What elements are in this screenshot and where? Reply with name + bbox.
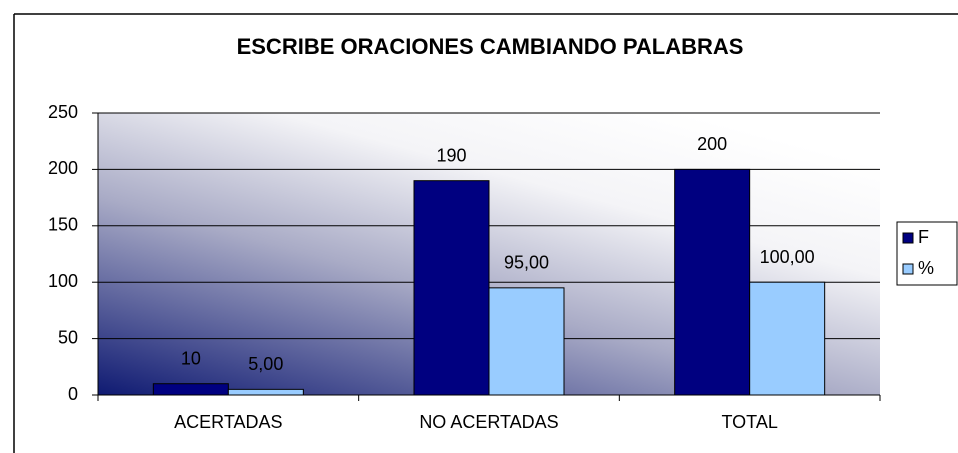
value-label: 100,00 [760, 247, 815, 267]
y-tick-label: 100 [48, 271, 78, 291]
y-tick-label: 50 [58, 327, 78, 347]
bar [227, 388, 304, 396]
value-label: 200 [697, 134, 727, 154]
legend-label: F [918, 227, 929, 247]
legend-swatch [902, 263, 914, 275]
bar [413, 180, 490, 396]
bar [488, 287, 565, 396]
x-tick-label: ACERTADAS [174, 412, 282, 432]
x-tick-label: NO ACERTADAS [419, 412, 558, 432]
y-tick-label: 150 [48, 215, 78, 235]
legend-label: % [918, 258, 934, 278]
x-tick-label: TOTAL [721, 412, 777, 432]
value-label: 5,00 [248, 354, 283, 374]
legend-swatch [902, 232, 914, 244]
chart-title: ESCRIBE ORACIONES CAMBIANDO PALABRAS [237, 34, 744, 59]
y-tick-label: 250 [48, 102, 78, 122]
bar [152, 383, 229, 396]
bar [674, 168, 751, 396]
value-label: 190 [436, 145, 466, 165]
value-label: 95,00 [504, 253, 549, 273]
y-tick-label: 0 [68, 384, 78, 404]
value-label: 10 [181, 348, 201, 368]
y-tick-label: 200 [48, 158, 78, 178]
bar [749, 281, 826, 396]
